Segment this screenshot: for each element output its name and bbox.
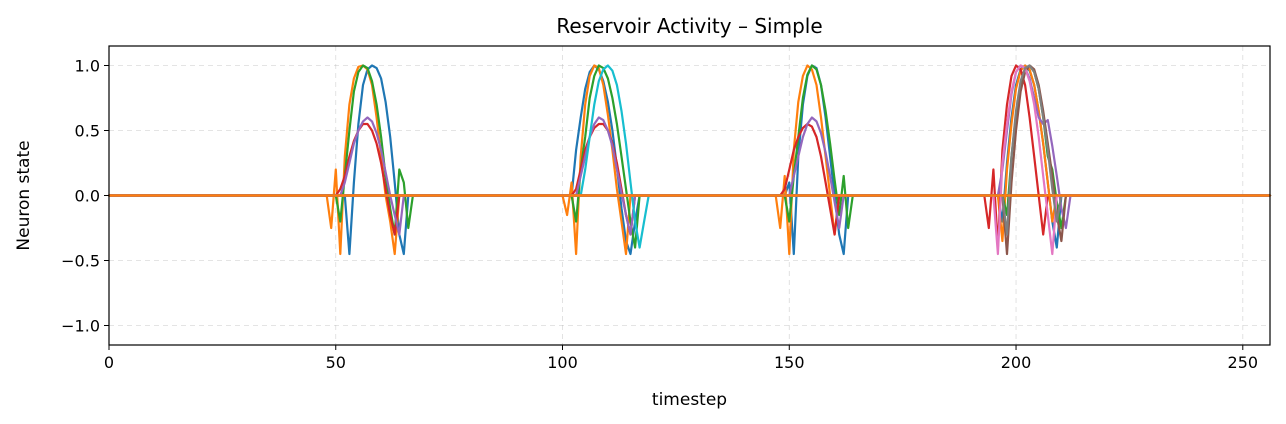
series-line-24 xyxy=(107,64,1272,236)
series-line-5 xyxy=(107,116,1272,236)
x-tick-label: 100 xyxy=(547,353,578,372)
series-line-10 xyxy=(107,116,1272,236)
series-line-17 xyxy=(107,64,1272,249)
series-line-20 xyxy=(107,64,1272,249)
y-tick-label: −0.5 xyxy=(61,252,100,271)
series-line-4 xyxy=(107,122,1272,236)
series-line-6 xyxy=(107,64,1272,256)
series-line-14 xyxy=(107,64,1272,230)
x-axis-ticks: 0 50 100 150 200 250 xyxy=(104,345,1258,372)
chart-title: Reservoir Activity – Simple xyxy=(556,14,822,38)
x-axis-label: timestep xyxy=(652,390,727,410)
x-tick-label: 250 xyxy=(1228,353,1259,372)
x-tick-label: 200 xyxy=(1001,353,1032,372)
series-line-9 xyxy=(107,122,1272,236)
x-tick-label: 50 xyxy=(326,353,346,372)
series-line-22 xyxy=(107,64,1272,256)
series-line-2 xyxy=(107,64,1272,256)
y-axis-label: Neuron state xyxy=(14,140,34,250)
series-line-7 xyxy=(107,64,1272,256)
series-line-13 xyxy=(107,64,1272,256)
y-axis-ticks: −1.0 −0.5 0.0 0.5 1.0 xyxy=(61,57,109,336)
series-line-8 xyxy=(107,64,1272,249)
series-line-15 xyxy=(107,122,1272,236)
series-line-23 xyxy=(107,64,1272,256)
y-tick-label: 1.0 xyxy=(75,57,100,76)
series-line-18 xyxy=(107,64,1272,243)
series-line-12 xyxy=(107,64,1272,256)
series-line-11 xyxy=(107,64,1272,249)
y-tick-label: 0.0 xyxy=(75,187,100,206)
series-line-19 xyxy=(107,64,1272,230)
y-tick-label: −1.0 xyxy=(61,317,100,336)
series-line-16 xyxy=(107,116,1272,230)
series-line-21 xyxy=(107,64,1272,230)
series-line-1 xyxy=(107,64,1272,256)
y-tick-label: 0.5 xyxy=(75,122,100,141)
series-line-3 xyxy=(107,64,1272,236)
series-group xyxy=(107,64,1272,256)
x-tick-label: 150 xyxy=(774,353,805,372)
x-tick-label: 0 xyxy=(104,353,114,372)
